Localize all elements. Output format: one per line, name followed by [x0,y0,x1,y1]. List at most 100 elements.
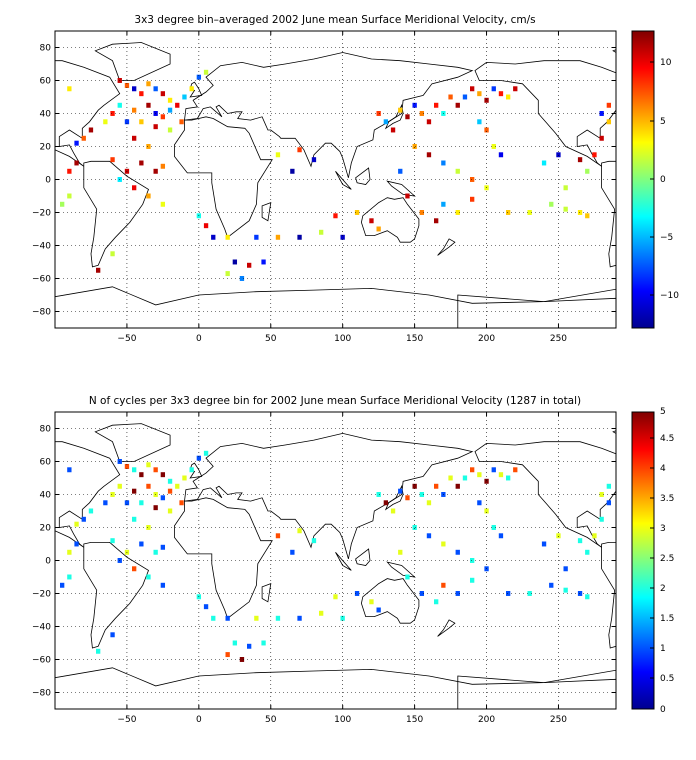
data-cell [203,69,209,75]
colorbar-ticks: 5 4.5 4 3.5 3 2.5 2 1.5 1 0.5 0 [650,407,674,715]
data-cell [585,213,590,219]
data-cell [491,525,496,530]
colorbar-tick-label: 5 [660,407,666,417]
data-cell [549,201,554,207]
data-cell [290,168,295,174]
data-cell [179,119,184,125]
data-cell [376,226,381,232]
data-cell [132,467,137,473]
coastline [55,60,121,167]
colorbar-tick-label: 3 [660,524,666,534]
data-cell [182,94,187,100]
coastline [692,498,696,619]
coastline [184,52,474,178]
data-cell [563,185,568,191]
colorbar-tick-label: 5 [660,117,666,127]
data-cell [441,160,446,166]
data-cell [167,97,173,103]
x-tick-label: 150 [406,334,423,344]
data-cell [189,86,194,92]
data-cell [484,508,489,514]
data-cell [319,610,324,616]
data-cell [225,652,230,658]
data-cell [297,147,302,153]
data-cell [160,582,166,588]
y-tick-label: −40 [32,242,51,252]
data-cell [132,107,137,113]
data-cell [390,508,396,514]
data-cell [484,478,489,484]
data-cell [297,528,302,534]
data-cell [132,86,137,92]
panel-top: 3x3 degree bin–averaged 2002 June mean S… [32,14,679,344]
x-tick-label: 50 [265,334,277,344]
coastline [173,497,273,619]
data-cell [506,94,511,100]
data-cell [606,119,612,125]
data-cell [167,127,173,133]
data-cell [606,500,612,506]
coastline [360,197,420,243]
y-tick-label: −80 [32,689,51,699]
data-cell [470,177,475,182]
x-tick-label: 200 [478,334,495,344]
data-cell [167,488,173,494]
data-cell [541,160,547,166]
data-cell [139,472,144,478]
data-cell [340,615,345,621]
data-cell [498,533,504,539]
chart-title: 3x3 degree bin–averaged 2002 June mean S… [134,14,535,26]
data-cells [60,450,612,662]
data-cell [146,462,151,468]
y-tick-label: 80 [40,44,52,54]
data-cell [484,127,489,133]
data-cell [132,135,137,141]
x-tick-label: 250 [550,334,567,344]
data-cell [124,500,130,506]
data-cell [132,185,137,191]
data-cell [275,234,281,240]
data-cell [477,119,482,125]
data-cell [599,135,604,141]
data-cell [297,234,302,240]
data-cell [132,516,137,522]
y-tick-label: −40 [32,623,51,633]
data-cell [448,94,453,100]
data-cell [124,464,130,469]
data-cell [434,102,439,108]
data-cell [167,478,173,484]
coastline [601,160,616,268]
data-cell [239,276,245,281]
data-cell [60,201,65,207]
colorbar-tick-label: −10 [660,291,679,301]
y-tick-label: 40 [40,110,52,120]
colorbar-tick-label: 10 [660,58,672,68]
data-cell [67,467,72,473]
coastline [386,180,416,197]
data-cell [398,168,403,174]
y-tick-label: −20 [32,590,51,600]
coastline [437,238,456,256]
data-cell [441,582,446,588]
data-cell [117,102,122,108]
y-tick-label: 40 [40,491,52,501]
data-cell [556,152,561,158]
data-cell [232,259,238,265]
data-cell [455,168,460,174]
data-cell [160,495,166,501]
x-tick-label: 200 [478,715,495,725]
coastline [94,423,171,462]
data-cell [153,86,158,92]
coastline [83,542,149,649]
x-axis-ticks: −50 0 50 100 150 200 250 [117,412,567,725]
data-cell [398,107,403,113]
y-tick-label: 0 [45,176,51,186]
data-cell [585,549,590,555]
data-cell [599,492,604,497]
coastline [184,432,474,560]
y-tick-label: 0 [45,557,51,567]
x-tick-label: 100 [334,715,351,725]
y-axis-ticks: −80 −60 −40 −20 0 20 40 60 80 [32,425,616,699]
data-cell [563,566,568,572]
data-cell [470,558,475,563]
